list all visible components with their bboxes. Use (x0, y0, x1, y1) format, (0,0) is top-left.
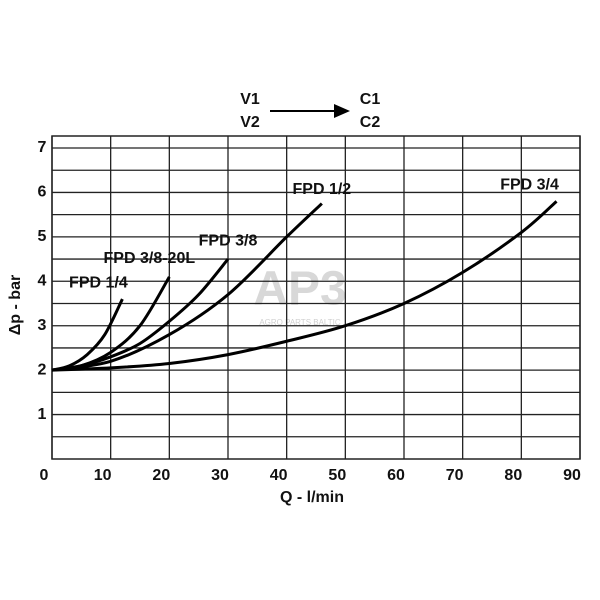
x-tick-label: 30 (211, 467, 229, 484)
x-tick-label: 0 (40, 467, 49, 484)
y-tick-label: 1 (38, 406, 47, 423)
series-label: FPD 3/8 (199, 232, 258, 249)
arrow-head (334, 104, 350, 118)
y-tick-label: 4 (38, 273, 47, 290)
y-tick-label: 3 (38, 317, 47, 334)
x-tick-label: 90 (563, 467, 581, 484)
x-tick-label: 20 (152, 467, 170, 484)
series-label: FPD 3/4 (500, 177, 559, 194)
series-label: FPD 3/8-20L (104, 250, 196, 267)
x-axis-title: Q - l/min (280, 489, 344, 506)
output-label: C1 (360, 91, 381, 108)
y-tick-label: 7 (38, 139, 47, 156)
x-tick-label: 80 (504, 467, 522, 484)
x-tick-label: 40 (270, 467, 288, 484)
input-label: V1 (240, 91, 260, 108)
x-tick-label: 70 (446, 467, 464, 484)
output-label: C2 (360, 114, 381, 131)
series-label: FPD 1/4 (69, 274, 128, 291)
x-tick-label: 60 (387, 467, 405, 484)
series-label: FPD 1/2 (293, 181, 352, 198)
curve (51, 200, 558, 372)
curve (51, 202, 323, 372)
y-tick-label: 6 (38, 184, 47, 201)
y-axis-title: Δp - bar (7, 275, 24, 335)
x-tick-label: 10 (94, 467, 112, 484)
input-label: V2 (240, 114, 260, 131)
x-tick-label: 50 (328, 467, 346, 484)
watermark-logo: AP3 (253, 263, 346, 316)
watermark-text: AGRO PARTS BALTIC (259, 318, 341, 327)
y-tick-label: 5 (38, 228, 47, 245)
y-tick-label: 2 (38, 361, 47, 378)
